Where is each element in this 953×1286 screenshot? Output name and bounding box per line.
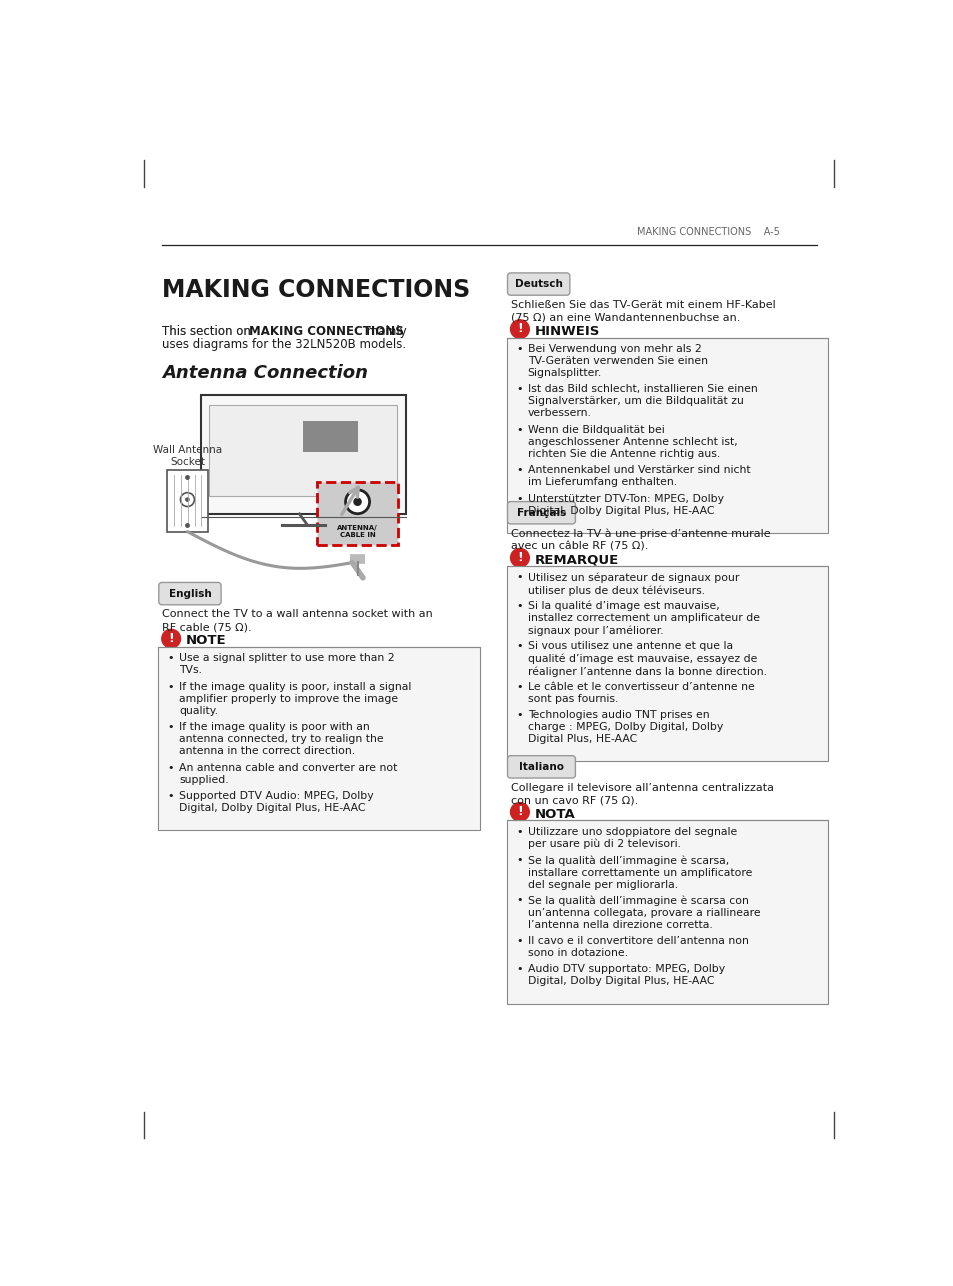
Text: Schließen Sie das TV-Gerät mit einem HF-Kabel
(75 Ω) an eine Wandantennenbuchse : Schließen Sie das TV-Gerät mit einem HF-…: [510, 300, 775, 323]
FancyBboxPatch shape: [506, 820, 827, 1003]
Text: !: !: [168, 631, 173, 644]
FancyBboxPatch shape: [507, 502, 575, 523]
Circle shape: [180, 493, 194, 507]
Text: Antenna Connection: Antenna Connection: [162, 364, 368, 382]
Text: Collegare il televisore all’antenna centralizzata
con un cavo RF (75 Ω).: Collegare il televisore all’antenna cent…: [510, 783, 773, 805]
Text: Wenn die Bildqualität bei
angeschlossener Antenne schlecht ist,
richten Sie die : Wenn die Bildqualität bei angeschlossene…: [527, 424, 737, 459]
Circle shape: [345, 490, 369, 513]
Text: Deutsch: Deutsch: [515, 279, 562, 289]
Text: •: •: [516, 642, 522, 651]
Text: •: •: [516, 855, 522, 865]
Text: Connectez la TV à une prise d’antenne murale
avec un câble RF (75 Ω).: Connectez la TV à une prise d’antenne mu…: [510, 529, 769, 552]
Text: •: •: [516, 936, 522, 946]
Text: •: •: [516, 494, 522, 504]
Text: Se la qualità dell’immagine è scarsa con
un’antenna collegata, provare a riallin: Se la qualità dell’immagine è scarsa con…: [527, 895, 760, 930]
FancyBboxPatch shape: [316, 481, 397, 545]
Text: Français: Français: [517, 508, 565, 518]
Text: •: •: [516, 385, 522, 395]
Text: •: •: [516, 895, 522, 905]
Text: HINWEIS: HINWEIS: [534, 325, 599, 338]
Text: mainly: mainly: [362, 325, 406, 338]
Text: Wall Antenna
Socket: Wall Antenna Socket: [152, 445, 222, 467]
FancyBboxPatch shape: [209, 405, 397, 496]
Text: !: !: [517, 550, 522, 565]
Text: Supported DTV Audio: MPEG, Dolby
Digital, Dolby Digital Plus, HE-AAC: Supported DTV Audio: MPEG, Dolby Digital…: [179, 791, 374, 813]
Text: •: •: [516, 682, 522, 692]
Circle shape: [509, 319, 530, 340]
Text: Si vous utilisez une antenne et que la
qualité d’image est mauvaise, essayez de
: Si vous utilisez une antenne et que la q…: [527, 642, 766, 676]
Text: •: •: [516, 424, 522, 435]
FancyBboxPatch shape: [158, 583, 221, 604]
Text: MAKING CONNECTIONS: MAKING CONNECTIONS: [162, 278, 470, 301]
FancyBboxPatch shape: [507, 273, 569, 296]
Text: If the image quality is poor, install a signal
amplifier properly to improve the: If the image quality is poor, install a …: [179, 682, 411, 716]
Text: Unterstützter DTV-Ton: MPEG, Dolby
Digital, Dolby Digital Plus, HE-AAC: Unterstützter DTV-Ton: MPEG, Dolby Digit…: [527, 494, 723, 516]
FancyBboxPatch shape: [506, 566, 827, 761]
Text: !: !: [517, 323, 522, 336]
Text: MAKING CONNECTIONS    A-5: MAKING CONNECTIONS A-5: [637, 228, 779, 238]
Text: •: •: [167, 763, 173, 773]
Text: •: •: [516, 343, 522, 354]
Text: uses diagrams for the 32LN520B models.: uses diagrams for the 32LN520B models.: [162, 338, 406, 351]
Circle shape: [509, 548, 530, 568]
Text: •: •: [167, 723, 173, 732]
Text: Si la qualité d’image est mauvaise,
installez correctement un amplificateur de
s: Si la qualité d’image est mauvaise, inst…: [527, 601, 759, 637]
Text: •: •: [516, 466, 522, 475]
FancyBboxPatch shape: [167, 469, 208, 531]
Text: Connect the TV to a wall antenna socket with an
RF cable (75 Ω).: Connect the TV to a wall antenna socket …: [162, 610, 432, 633]
Text: ANTENNA/
CABLE IN: ANTENNA/ CABLE IN: [337, 525, 377, 538]
Text: •: •: [516, 710, 522, 720]
Text: Audio DTV supportato: MPEG, Dolby
Digital, Dolby Digital Plus, HE-AAC: Audio DTV supportato: MPEG, Dolby Digita…: [527, 964, 724, 986]
Text: English: English: [169, 589, 211, 598]
Text: Use a signal splitter to use more than 2
TVs.: Use a signal splitter to use more than 2…: [179, 653, 395, 675]
Text: •: •: [516, 572, 522, 583]
Text: This section on: This section on: [162, 325, 254, 338]
Text: If the image quality is poor with an
antenna connected, try to realign the
anten: If the image quality is poor with an ant…: [179, 723, 383, 756]
FancyBboxPatch shape: [506, 338, 827, 532]
FancyBboxPatch shape: [303, 421, 357, 451]
FancyBboxPatch shape: [507, 756, 575, 778]
Text: Antennenkabel und Verstärker sind nicht
im Lieferumfang enthalten.: Antennenkabel und Verstärker sind nicht …: [527, 466, 749, 487]
Text: •: •: [516, 964, 522, 975]
Text: •: •: [516, 601, 522, 611]
Text: Utilisez un séparateur de signaux pour
utiliser plus de deux téléviseurs.: Utilisez un séparateur de signaux pour u…: [527, 572, 739, 595]
Circle shape: [161, 629, 181, 648]
Circle shape: [185, 498, 190, 502]
Text: Bei Verwendung von mehr als 2
TV-Geräten verwenden Sie einen
Signalsplitter.: Bei Verwendung von mehr als 2 TV-Geräten…: [527, 343, 707, 378]
Text: Utilizzare uno sdoppiatore del segnale
per usare più di 2 televisori.: Utilizzare uno sdoppiatore del segnale p…: [527, 827, 736, 849]
Text: Technologies audio TNT prises en
charge : MPEG, Dolby Digital, Dolby
Digital Plu: Technologies audio TNT prises en charge …: [527, 710, 722, 745]
Text: This section on: This section on: [162, 325, 254, 338]
Text: !: !: [517, 805, 522, 818]
FancyBboxPatch shape: [200, 395, 406, 514]
Text: Se la qualità dell’immagine è scarsa,
installare correttamente un amplificatore
: Se la qualità dell’immagine è scarsa, in…: [527, 855, 751, 890]
Text: REMARQUE: REMARQUE: [534, 553, 618, 567]
Text: NOTE: NOTE: [186, 634, 226, 647]
Text: MAKING CONNECTIONS: MAKING CONNECTIONS: [249, 325, 403, 338]
Text: Le câble et le convertisseur d’antenne ne
sont pas fournis.: Le câble et le convertisseur d’antenne n…: [527, 682, 754, 703]
Text: This section on ​MAKING CONNECTIONS​ mainly: This section on ​MAKING CONNECTIONS​ mai…: [162, 325, 436, 338]
Circle shape: [353, 498, 361, 505]
Text: •: •: [516, 827, 522, 836]
FancyBboxPatch shape: [158, 647, 479, 831]
Text: Ist das Bild schlecht, installieren Sie einen
Signalverstärker, um die Bildquali: Ist das Bild schlecht, installieren Sie …: [527, 385, 757, 418]
Text: •: •: [167, 791, 173, 801]
Circle shape: [509, 802, 530, 822]
Text: •: •: [167, 682, 173, 692]
Text: NOTA: NOTA: [534, 808, 575, 820]
Text: An antenna cable and converter are not
supplied.: An antenna cable and converter are not s…: [179, 763, 396, 784]
Text: Italiano: Italiano: [518, 761, 563, 772]
Text: •: •: [167, 653, 173, 664]
Text: Il cavo e il convertitore dell’antenna non
sono in dotazione.: Il cavo e il convertitore dell’antenna n…: [527, 936, 748, 958]
